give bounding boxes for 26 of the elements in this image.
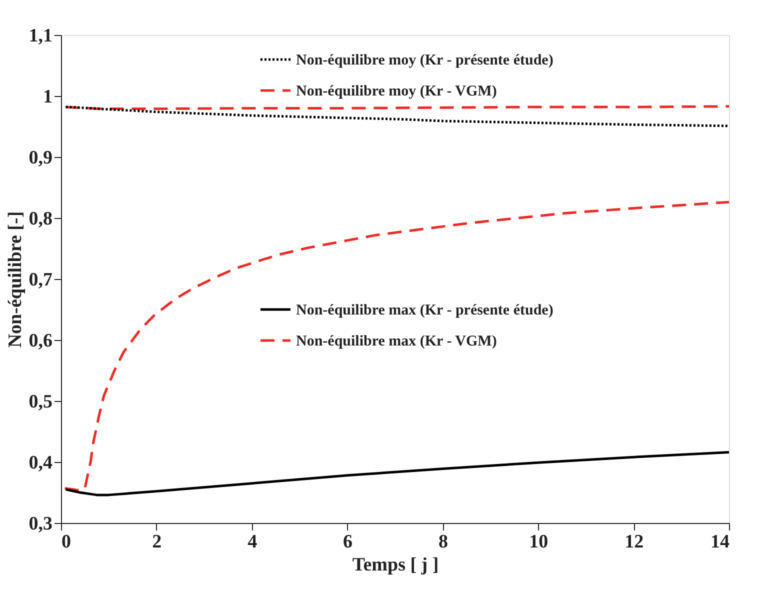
x-axis-title: Temps [ j ] <box>352 554 439 576</box>
legend-label: Non-équilibre moy (Kr - présente étude) <box>296 52 554 68</box>
y-tick-label: 0,6 <box>28 330 52 352</box>
y-tick-label: 0,8 <box>28 208 52 230</box>
legend-label: Non-équilibre moy (Kr - VGM) <box>296 84 497 100</box>
y-tick-label: 0,4 <box>28 452 53 474</box>
y-tick-label: 0,9 <box>28 148 52 168</box>
x-tick-label: 10 <box>529 532 548 552</box>
line-series <box>64 450 730 496</box>
legend-label: Non-équilibre max (Kr - VGM) <box>296 334 497 350</box>
y-axis-title: Non-équilibre [-] <box>4 211 26 348</box>
line-series <box>64 200 730 492</box>
x-tick-label: 8 <box>438 532 448 552</box>
y-tick-label: 0,3 <box>28 514 52 534</box>
x-tick-label: 0 <box>62 532 71 552</box>
legend-label: Non-équilibre max (Kr - présente étude) <box>296 302 554 318</box>
x-tick-label: 4 <box>248 532 258 552</box>
x-tick-label: 6 <box>343 532 353 552</box>
y-tick-label: 0,7 <box>28 270 53 290</box>
y-tick-label: 1,1 <box>28 26 52 46</box>
x-tick-label: 14 <box>710 532 730 552</box>
y-tick-label: 0,5 <box>28 392 52 412</box>
line-series <box>64 106 730 128</box>
y-tick-label: 1 <box>43 86 52 108</box>
x-tick-label: 12 <box>624 532 644 552</box>
x-tick-label: 2 <box>152 532 162 552</box>
